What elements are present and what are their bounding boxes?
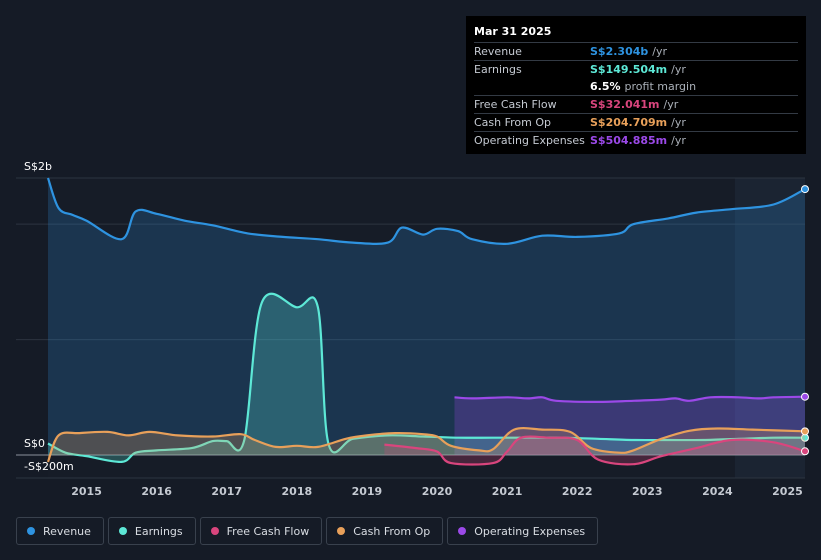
x-tick-2019: 2019 [351,485,383,498]
legend-item-revenue[interactable]: Revenue [16,517,104,545]
x-tick-2018: 2018 [281,485,313,498]
tooltip-row-unit: /yr [663,98,679,111]
tooltip-row-unit: /yr [671,63,686,76]
x-tick-2016: 2016 [141,485,172,498]
tooltip-row-label: Free Cash Flow [474,98,557,111]
tooltip-row: Revenue S$2.304b/yr [474,42,798,60]
tooltip-row-value: S$32.041m [590,98,660,111]
legend-item-cash-from-op[interactable]: Cash From Op [326,517,444,545]
tooltip-row: Operating Expenses S$504.885m/yr [474,131,798,149]
tooltip-row-label: Revenue [474,45,522,58]
legend-dot-icon [210,527,219,535]
y-label-top: S$2b [24,160,52,173]
series-end-dot-operating-expenses [801,392,809,401]
legend-item-earnings[interactable]: Earnings [107,517,196,545]
series-area-free-cash-flow [384,436,805,465]
series-line-operating-expenses [454,395,806,403]
series-end-dot-cash-from-op [801,427,809,436]
legend-dot-icon [458,527,467,535]
tooltip-row-unit: /yr [652,45,667,58]
tooltip-row: 6.5% profit margin [474,78,798,95]
legend-label: Cash From Op [353,524,431,538]
tooltip-row: Free Cash Flow S$32.041m/yr [474,95,798,113]
legend-item-operating-expenses[interactable]: Operating Expenses [447,517,599,545]
series-line-cash-from-op [46,426,806,463]
series-area-revenue [48,178,805,455]
y-label-zero: S$0 [24,437,45,450]
legend-label: Operating Expenses [474,524,586,538]
series-end-dot-revenue [801,185,809,194]
x-tick-2021: 2021 [491,485,523,498]
tooltip-row-unit: /yr [671,134,686,147]
tooltip-row-value: S$204.709m [590,116,668,129]
legend-dot-icon [118,527,127,535]
x-tick-2017: 2017 [211,485,243,498]
x-tick-2020: 2020 [421,485,453,498]
x-tick-2015: 2015 [71,485,102,498]
series-line-free-cash-flow [384,435,806,466]
series-area-earnings [48,293,805,462]
tooltip-row-label: Cash From Op [474,116,552,129]
legend-label: Free Cash Flow [226,524,310,538]
tooltip-panel: Mar 31 2025 Revenue S$2.304b/yr Earnings S$… [466,16,806,154]
legend-label: Revenue [43,524,91,538]
series-line-revenue [46,177,806,245]
x-tick-2024: 2024 [702,485,733,498]
legend-label: Earnings [134,524,183,538]
legend-item-free-cash-flow[interactable]: Free Cash Flow [199,517,323,545]
tooltip-row-unit: /yr [671,116,686,129]
tooltip-row-unit: profit margin [624,80,697,93]
x-tick-2025: 2025 [772,485,803,498]
highlight-region [734,178,805,478]
tooltip-row-value: S$2.304b [590,45,649,58]
tooltip-row-value: S$504.885m [590,134,668,147]
y-label-bottom: -S$200m [24,460,74,473]
x-tick-2023: 2023 [631,485,663,498]
x-tick-2022: 2022 [561,485,593,498]
tooltip-row-value: 6.5% [590,80,621,93]
legend-dot-icon [337,527,346,535]
tooltip-row: Earnings S$149.504m/yr [474,60,798,78]
legend: Revenue Earnings Free Cash Flow Cash From O… [16,517,602,545]
legend-dot-icon [27,527,35,535]
series-end-dot-free-cash-flow [801,447,809,456]
plot-area [48,178,805,478]
tooltip-row-value: S$149.504m [590,63,668,76]
tooltip-row: Cash From Op S$204.709m/yr [474,113,798,131]
tooltip-row-label: Operating Expenses [474,134,585,147]
tooltip-row-label: Earnings [474,63,522,76]
tooltip-date: Mar 31 2025 [474,25,552,38]
